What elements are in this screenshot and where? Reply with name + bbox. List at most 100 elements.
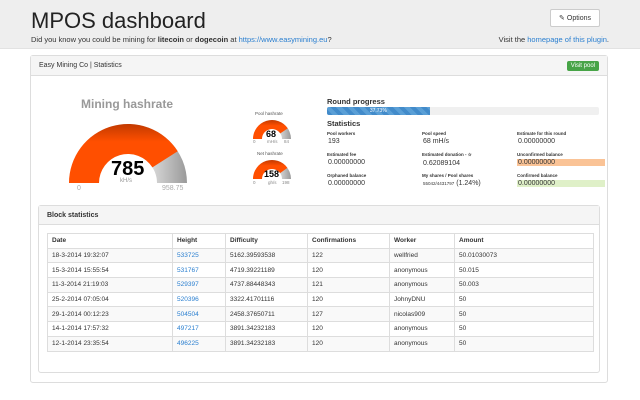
cell-confirmations: 121: [307, 277, 390, 293]
cell-confirmations: 120: [307, 262, 390, 279]
table-row: 29-1-2014 00:12:23 504504 2458.37650711 127…: [47, 306, 594, 323]
pool-hashrate-value: 68: [266, 129, 277, 139]
stat-value: 0.00000000: [328, 159, 365, 166]
pool-hashrate-max: 84: [284, 139, 290, 144]
cell-difficulty: 3322.41701116: [225, 291, 308, 308]
stat-label: Estimate for this round: [517, 131, 567, 136]
stat-estimate-round: Estimate for this round 0.00000000: [517, 131, 605, 145]
options-button[interactable]: ✎ Options: [550, 9, 600, 27]
block-height-link[interactable]: 504504: [177, 310, 199, 318]
cell-amount: 50: [454, 321, 594, 337]
stat-value: 55042/4431797 (1.24%): [422, 180, 510, 187]
cell-difficulty: 3891.34232183: [225, 335, 308, 352]
round-progress-fill: 37.73%: [327, 107, 430, 115]
mining-hashrate-gauge: [69, 123, 187, 183]
net-hashrate-title: Net hashrate: [257, 151, 283, 156]
statistics-title: Statistics: [327, 119, 361, 128]
cell-date: 25-2-2014 07:05:04: [47, 291, 173, 308]
easymining-link[interactable]: https://www.easymining.eu: [238, 35, 328, 44]
col-confirmations: Confirmations: [307, 233, 390, 249]
mining-hashrate-value: 785: [111, 158, 145, 180]
cell-worker: anonymous: [389, 321, 455, 337]
stat-confirmed-balance: Confirmed balance 0.00000000: [517, 173, 605, 187]
col-worker: Worker: [389, 233, 455, 249]
stat-value: 0.00000000: [517, 180, 605, 187]
cell-difficulty: 3891.34232183: [225, 321, 308, 337]
pool-hashrate-title: Pool hashrate: [255, 111, 283, 116]
stat-value: 193: [328, 138, 340, 145]
stat-label: Estimated donation - ☆: [422, 152, 472, 157]
pool-hashrate-min: 0: [253, 139, 256, 144]
cell-confirmations: 120: [307, 335, 390, 352]
stat-label: Pool speed: [422, 131, 447, 136]
stat-unconfirmed-balance: Unconfirmed balance 0.00000000: [517, 152, 605, 166]
table-row: 25-2-2014 07:05:04 520396 3322.41701116 120…: [47, 291, 594, 308]
cell-date: 12-1-2014 23:35:54: [47, 335, 173, 352]
cell-confirmations: 127: [307, 306, 390, 323]
table-header-row: Date Height Difficulty Confirmations Wor…: [47, 233, 594, 249]
stat-label: My shares / Pool shares: [422, 173, 474, 178]
cell-worker: anonymous: [389, 262, 455, 279]
panel-header: Easy Mining Co | Statistics Visit pool: [31, 56, 607, 76]
visit-text: .: [606, 35, 609, 44]
tagline-text: or: [184, 35, 195, 44]
stat-value: 0.00000000: [328, 180, 365, 187]
cell-worker: anonymous: [389, 335, 455, 352]
tagline-text: at: [228, 35, 239, 44]
cell-difficulty: 5162.39593538: [225, 247, 308, 264]
coin-dogecoin: dogecoin: [194, 35, 229, 44]
stat-label: Estimated fee: [327, 152, 357, 157]
cell-worker: nicolas909: [389, 306, 455, 323]
block-height-link[interactable]: 529397: [177, 281, 199, 289]
statistics-panel: Easy Mining Co | Statistics Visit pool M…: [30, 55, 608, 383]
block-statistics-title: Block statistics: [39, 206, 599, 225]
stat-value: 0.00000000: [517, 159, 605, 166]
table-row: 12-1-2014 23:35:54 496225 3891.34232183 120…: [47, 335, 594, 352]
mining-hashrate-min: 0: [77, 185, 81, 192]
col-date: Date: [47, 233, 173, 249]
block-height-link[interactable]: 520396: [177, 296, 199, 304]
net-hashrate-unit: gh/s: [268, 180, 277, 185]
stat-shares: My shares / Pool shares 55042/4431797 (1…: [422, 173, 510, 187]
cell-amount: 50: [454, 306, 594, 323]
cell-worker: wellfried: [389, 247, 455, 264]
plugin-homepage-link[interactable]: homepage of this plugin: [527, 35, 607, 44]
stat-pool-speed: Pool speed 68 mH/s: [422, 131, 510, 145]
cell-height: 497217: [172, 321, 226, 337]
round-progress-title: Round progress: [327, 97, 385, 106]
cell-confirmations: 122: [307, 247, 390, 264]
cell-date: 15-3-2014 15:55:54: [47, 262, 173, 279]
stat-label: Orphaned balance: [327, 173, 367, 178]
block-height-link[interactable]: 531767: [177, 266, 199, 274]
header: MPOS dashboard Did you know you could be…: [0, 0, 640, 49]
round-progress-bar: 37.73%: [327, 107, 599, 115]
net-hashrate-min: 0: [253, 180, 256, 185]
cell-amount: 50.003: [454, 277, 594, 293]
block-height-link[interactable]: 496225: [177, 340, 199, 348]
cell-date: 11-3-2014 21:19:03: [47, 277, 173, 293]
cell-height: 504504: [172, 306, 226, 323]
cell-worker: anonymous: [389, 277, 455, 293]
cell-amount: 50: [454, 335, 594, 352]
cell-difficulty: 4737.88448343: [225, 277, 308, 293]
wrench-icon: ✎: [559, 15, 565, 22]
cell-date: 29-1-2014 00:12:23: [47, 306, 173, 323]
col-height: Height: [172, 233, 226, 249]
shares-percent: (1.24%): [456, 180, 481, 187]
pool-hashrate-gauge: [253, 120, 291, 139]
tagline-text: Did you know you could be mining for: [31, 35, 158, 44]
block-height-link[interactable]: 533725: [177, 252, 199, 260]
stat-value: 0.00000000: [518, 138, 555, 145]
cell-worker: JohnyDNU: [389, 291, 455, 308]
plugin-visit-text: Visit the homepage of this plugin.: [499, 35, 609, 44]
cell-height: 531767: [172, 262, 226, 279]
visit-pool-button[interactable]: Visit pool: [566, 61, 599, 71]
block-table: Date Height Difficulty Confirmations Wor…: [47, 233, 594, 352]
panel-title: Easy Mining Co | Statistics: [39, 62, 122, 69]
table-row: 14-1-2014 17:57:32 497217 3891.34232183 120…: [47, 321, 594, 337]
net-hashrate-gauge: [253, 160, 291, 179]
block-height-link[interactable]: 497217: [177, 325, 199, 333]
shares-count: 55042/4431797: [423, 181, 455, 186]
net-hashrate-value: 158: [264, 169, 280, 179]
cell-confirmations: 120: [307, 321, 390, 337]
